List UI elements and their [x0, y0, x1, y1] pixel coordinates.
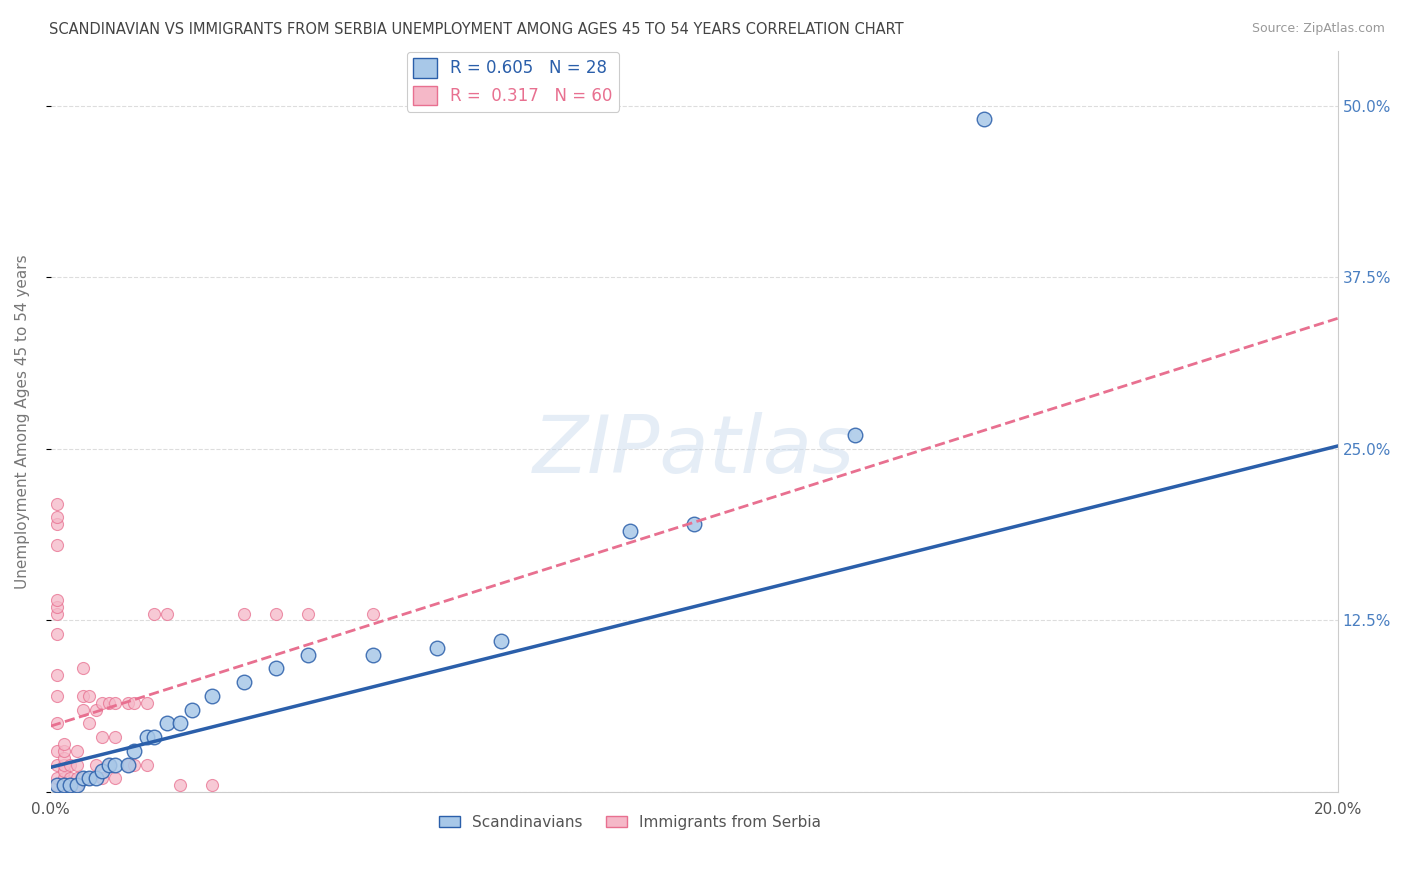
Point — [844, 428, 866, 442]
Point — [72, 771, 94, 785]
Point — [91, 730, 114, 744]
Point — [79, 716, 101, 731]
Point — [84, 771, 107, 785]
Point — [46, 607, 69, 621]
Point — [46, 517, 69, 532]
Point — [72, 661, 94, 675]
Point — [683, 517, 706, 532]
Point — [46, 771, 69, 785]
Point — [52, 744, 75, 758]
Point — [65, 771, 87, 785]
Point — [97, 757, 120, 772]
Point — [142, 730, 165, 744]
Point — [973, 112, 995, 127]
Point — [619, 524, 641, 538]
Point — [52, 757, 75, 772]
Point — [46, 716, 69, 731]
Point — [52, 778, 75, 792]
Point — [117, 757, 139, 772]
Point — [65, 778, 87, 792]
Point — [46, 538, 69, 552]
Point — [59, 757, 82, 772]
Point — [59, 778, 82, 792]
Point — [52, 771, 75, 785]
Point — [264, 607, 287, 621]
Point — [52, 750, 75, 764]
Point — [46, 757, 69, 772]
Point — [104, 696, 127, 710]
Point — [46, 510, 69, 524]
Point — [46, 778, 69, 792]
Point — [52, 778, 75, 792]
Point — [46, 592, 69, 607]
Point — [72, 771, 94, 785]
Point — [136, 730, 159, 744]
Point — [104, 730, 127, 744]
Point — [297, 607, 319, 621]
Legend: Scandinavians, Immigrants from Serbia: Scandinavians, Immigrants from Serbia — [433, 809, 827, 836]
Point — [264, 661, 287, 675]
Point — [117, 696, 139, 710]
Point — [181, 703, 204, 717]
Point — [79, 771, 101, 785]
Point — [104, 771, 127, 785]
Point — [124, 757, 146, 772]
Point — [97, 757, 120, 772]
Point — [117, 757, 139, 772]
Point — [136, 696, 159, 710]
Point — [72, 689, 94, 703]
Point — [124, 696, 146, 710]
Point — [46, 497, 69, 511]
Point — [169, 716, 191, 731]
Point — [65, 778, 87, 792]
Point — [201, 778, 224, 792]
Point — [84, 757, 107, 772]
Point — [52, 764, 75, 779]
Point — [156, 607, 179, 621]
Point — [46, 668, 69, 682]
Point — [489, 634, 512, 648]
Text: ZIPatlas: ZIPatlas — [533, 412, 855, 490]
Point — [46, 689, 69, 703]
Point — [232, 675, 254, 690]
Point — [361, 648, 384, 662]
Point — [72, 703, 94, 717]
Point — [91, 696, 114, 710]
Point — [124, 744, 146, 758]
Point — [52, 737, 75, 751]
Point — [156, 716, 179, 731]
Point — [46, 744, 69, 758]
Point — [84, 703, 107, 717]
Point — [65, 744, 87, 758]
Point — [232, 607, 254, 621]
Point — [91, 771, 114, 785]
Point — [169, 778, 191, 792]
Point — [426, 640, 449, 655]
Point — [91, 764, 114, 779]
Point — [59, 778, 82, 792]
Text: Source: ZipAtlas.com: Source: ZipAtlas.com — [1251, 22, 1385, 36]
Point — [79, 689, 101, 703]
Point — [136, 757, 159, 772]
Point — [297, 648, 319, 662]
Point — [46, 627, 69, 641]
Point — [361, 607, 384, 621]
Text: SCANDINAVIAN VS IMMIGRANTS FROM SERBIA UNEMPLOYMENT AMONG AGES 45 TO 54 YEARS CO: SCANDINAVIAN VS IMMIGRANTS FROM SERBIA U… — [49, 22, 904, 37]
Y-axis label: Unemployment Among Ages 45 to 54 years: Unemployment Among Ages 45 to 54 years — [15, 254, 30, 589]
Point — [201, 689, 224, 703]
Point — [79, 771, 101, 785]
Point — [97, 696, 120, 710]
Point — [46, 599, 69, 614]
Point — [46, 778, 69, 792]
Point — [59, 771, 82, 785]
Point — [65, 757, 87, 772]
Point — [142, 607, 165, 621]
Point — [104, 757, 127, 772]
